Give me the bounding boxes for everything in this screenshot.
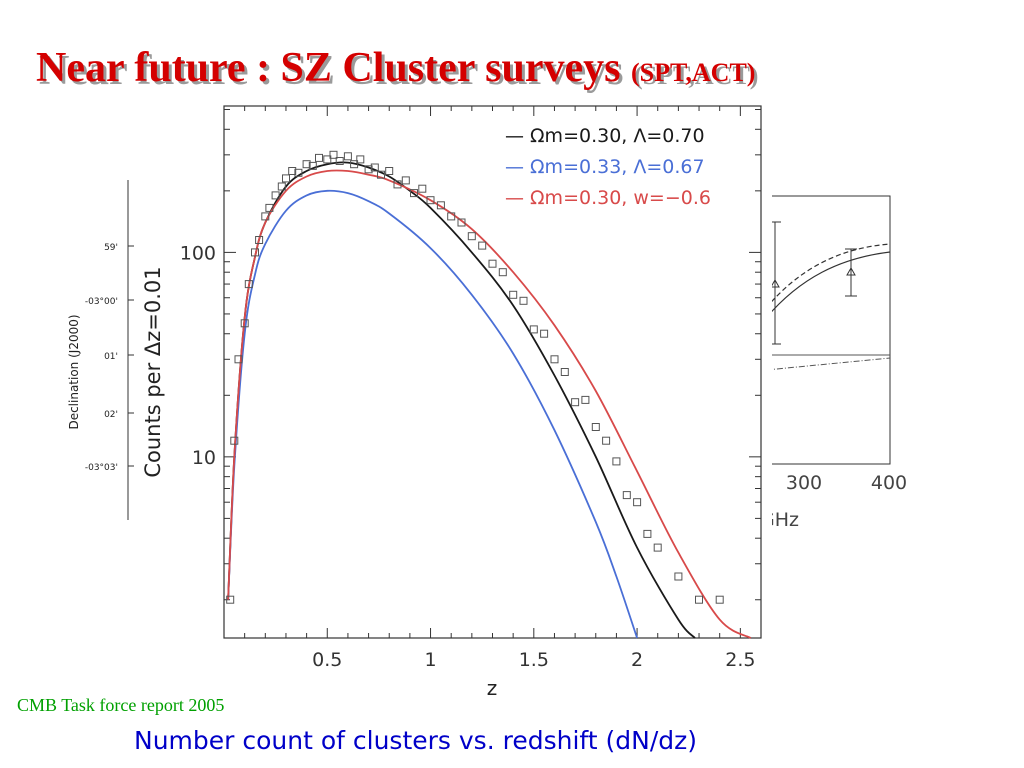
data-point <box>410 189 418 198</box>
data-point <box>426 196 435 205</box>
data-point <box>519 296 528 305</box>
data-point <box>385 167 394 175</box>
left-background-panel: Declination (J2000) 59' -03°00' 01' 02' … <box>64 180 168 520</box>
y-axis-ticks: 10 100 <box>180 108 761 601</box>
data-point <box>364 165 373 174</box>
data-point <box>294 168 303 177</box>
declination-tick-3: 02' <box>104 410 118 420</box>
data-point <box>540 329 549 338</box>
model-curves <box>227 161 752 639</box>
data-point <box>695 595 703 604</box>
data-point <box>393 180 402 189</box>
data-point <box>240 319 249 328</box>
declination-tick-4: -03°03' <box>85 463 118 473</box>
data-point <box>622 491 631 500</box>
data-points <box>226 150 724 604</box>
data-point <box>251 248 259 257</box>
plot-background <box>210 98 772 680</box>
data-point <box>581 395 590 404</box>
y-axis-label: Counts per Δz=0.01 <box>141 266 165 477</box>
data-point <box>447 212 456 221</box>
source-credit: CMB Task force report 2005 <box>17 695 225 715</box>
data-point <box>244 280 253 289</box>
data-point <box>478 241 487 250</box>
data-point <box>302 160 311 169</box>
data-point <box>277 182 286 191</box>
data-point <box>329 150 338 159</box>
right-background-panel: 300 400 GHz <box>759 195 907 531</box>
data-point <box>529 325 538 334</box>
declination-tick-2: 01' <box>104 352 118 362</box>
data-point <box>370 163 379 172</box>
data-point <box>288 167 297 175</box>
data-point <box>261 212 270 221</box>
slide-caption: Number count of clusters vs. redshift (d… <box>134 726 698 755</box>
data-point <box>674 572 683 581</box>
data-point <box>418 184 427 193</box>
data-point <box>436 201 445 210</box>
declination-axis-label: Declination (J2000) <box>67 314 81 429</box>
data-point <box>265 203 274 212</box>
slide-title-main: Near future : SZ Cluster surveys <box>36 45 621 91</box>
data-point <box>350 160 359 169</box>
y-tick-label: 100 <box>180 242 216 264</box>
data-point <box>356 155 365 164</box>
x-tick-label: 2.5 <box>725 649 755 671</box>
data-point <box>457 218 466 227</box>
data-point <box>335 157 344 165</box>
data-point <box>282 174 290 183</box>
y-tick-label: 10 <box>192 447 216 469</box>
data-point <box>234 355 243 364</box>
data-point <box>377 170 385 179</box>
main-plot: 0.5 1 1.5 2 2.5 10 100 z Counts per Δz=0.01 —… <box>141 98 772 700</box>
data-point <box>308 161 317 170</box>
data-point <box>633 498 642 507</box>
series-line-2 <box>227 189 638 639</box>
slide-title-paren: (SPT,ACT) <box>630 58 756 87</box>
data-point <box>612 457 621 466</box>
data-point <box>401 176 410 185</box>
data-point <box>643 529 652 538</box>
x-tick-label: 1 <box>424 649 436 671</box>
legend: — Ωm=0.30, Λ=0.70 — Ωm=0.33, Λ=0.67 — Ωm… <box>505 125 711 209</box>
data-point <box>315 153 323 162</box>
data-point <box>255 236 264 244</box>
error-bar-2 <box>845 248 857 297</box>
declination-tick-0: 59' <box>104 243 118 253</box>
data-point <box>226 595 235 604</box>
frequency-tick-400: 400 <box>871 472 907 494</box>
data-point <box>323 155 332 164</box>
declination-tick-marks <box>128 245 134 467</box>
slide-title: Near future : SZ Cluster surveys (SPT,AC… <box>36 44 755 92</box>
series-line-3 <box>227 169 752 639</box>
x-axis-label: z <box>487 676 498 700</box>
data-point <box>571 398 580 407</box>
data-point <box>715 595 724 604</box>
data-point <box>653 543 662 552</box>
declination-tick-1: -03°00' <box>85 297 118 307</box>
data-point <box>343 152 352 161</box>
data-point <box>230 436 239 445</box>
data-point <box>271 191 280 200</box>
x-axis-ticks: 0.5 1 1.5 2 2.5 <box>244 106 755 671</box>
data-point <box>591 423 600 431</box>
frequency-tick-300: 300 <box>786 472 822 494</box>
x-tick-label: 1.5 <box>519 649 549 671</box>
data-point <box>550 355 559 364</box>
data-point <box>560 368 569 376</box>
legend-entry-3: — Ωm=0.30, w=−0.6 <box>505 187 711 209</box>
data-point <box>488 259 497 268</box>
x-tick-label: 2 <box>631 649 643 671</box>
x-tick-label: 0.5 <box>312 649 342 671</box>
data-point <box>467 232 476 241</box>
data-point <box>509 290 518 299</box>
data-point <box>498 268 507 277</box>
data-point <box>602 436 611 445</box>
legend-entry-2: — Ωm=0.33, Λ=0.67 <box>505 156 705 178</box>
legend-entry-1: — Ωm=0.30, Λ=0.70 <box>505 125 705 147</box>
